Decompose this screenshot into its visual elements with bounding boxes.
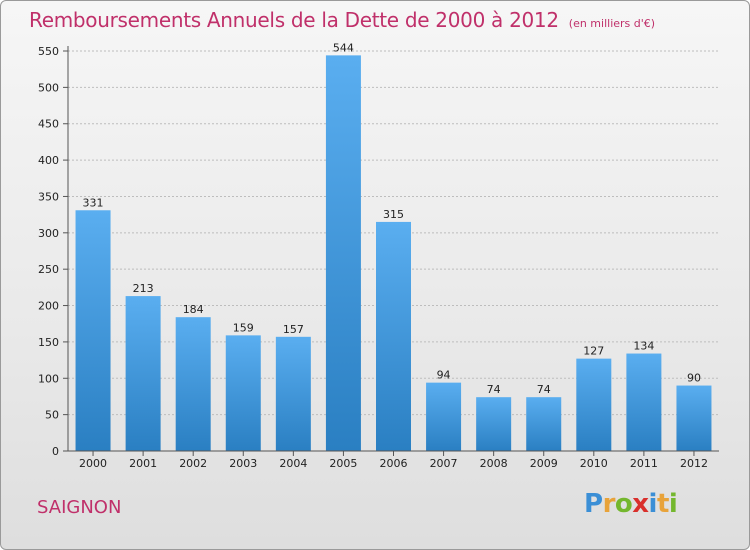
y-tick-label: 150 — [38, 336, 59, 349]
bar-2002 — [175, 317, 211, 451]
data-label-2005: 544 — [333, 41, 354, 54]
bar-2005 — [325, 55, 361, 451]
proxiti-logo[interactable]: Proxiti — [584, 489, 678, 519]
chart-title-unit: (en milliers d'€) — [568, 17, 656, 30]
data-label-2008: 74 — [487, 383, 501, 396]
data-label-2010: 127 — [583, 345, 604, 358]
y-tick-label: 50 — [45, 409, 59, 422]
bar-2010 — [576, 358, 612, 451]
x-tick-label-2008: 2008 — [480, 457, 508, 470]
y-tick-label: 100 — [38, 372, 59, 385]
data-label-2000: 331 — [83, 196, 104, 209]
x-tick-label-2009: 2009 — [530, 457, 558, 470]
bar-2004 — [275, 336, 311, 451]
axes — [63, 46, 719, 456]
y-tick-label: 400 — [38, 154, 59, 167]
data-label-2012: 90 — [687, 372, 701, 385]
x-tick-label-2006: 2006 — [380, 457, 408, 470]
bar-2000 — [75, 210, 111, 451]
data-label-2001: 213 — [133, 282, 154, 295]
x-tick-label-2010: 2010 — [580, 457, 608, 470]
x-tick-label-2002: 2002 — [179, 457, 207, 470]
x-tick-label-2005: 2005 — [329, 457, 357, 470]
logo-letter: i — [648, 489, 658, 519]
y-tick-label: 450 — [38, 118, 59, 131]
chart-title: Remboursements Annuels de la Dette de 20… — [29, 8, 655, 32]
y-tick-label: 350 — [38, 190, 59, 203]
bar-2011 — [626, 353, 662, 451]
y-tick-label: 550 — [38, 45, 59, 58]
y-tick-label: 250 — [38, 263, 59, 276]
y-tick-label: 500 — [38, 81, 59, 94]
logo-letter: t — [656, 489, 669, 519]
data-label-2009: 74 — [537, 383, 551, 396]
y-tick-label: 0 — [52, 445, 59, 458]
bar-2001 — [125, 296, 161, 451]
y-tick-label: 200 — [38, 300, 59, 313]
x-tick-label-2011: 2011 — [630, 457, 658, 470]
data-label-2004: 157 — [283, 323, 304, 336]
data-label-2003: 159 — [233, 321, 254, 334]
bars — [75, 55, 712, 451]
labels: 0 50 100 150 200 250 300 350 400 450 500 550 331 2000… — [38, 41, 708, 470]
logo-letter: i — [668, 489, 678, 519]
logo-letter: P — [584, 489, 603, 519]
logo-letter: x — [632, 489, 649, 519]
x-tick-label-2000: 2000 — [79, 457, 107, 470]
logo-letter: o — [614, 489, 633, 519]
data-label-2002: 184 — [183, 303, 204, 316]
data-label-2006: 315 — [383, 208, 404, 221]
chart-title-main: Remboursements Annuels de la Dette de 20… — [29, 8, 559, 32]
x-tick-label-2004: 2004 — [279, 457, 307, 470]
bar-2006 — [376, 221, 411, 451]
y-tick-label: 300 — [38, 227, 59, 240]
bar-2009 — [526, 397, 562, 451]
x-tick-label-2012: 2012 — [680, 457, 708, 470]
x-tick-label-2003: 2003 — [229, 457, 257, 470]
bar-2003 — [225, 335, 261, 451]
bar-2012 — [676, 385, 712, 451]
data-label-2007: 94 — [437, 369, 451, 382]
commune-name: SAIGNON — [37, 497, 122, 518]
x-tick-label-2007: 2007 — [430, 457, 458, 470]
data-label-2011: 134 — [633, 340, 654, 353]
x-tick-label-2001: 2001 — [129, 457, 157, 470]
bar-2008 — [476, 397, 512, 451]
logo-letter: r — [602, 489, 616, 519]
bar-2007 — [426, 382, 462, 451]
